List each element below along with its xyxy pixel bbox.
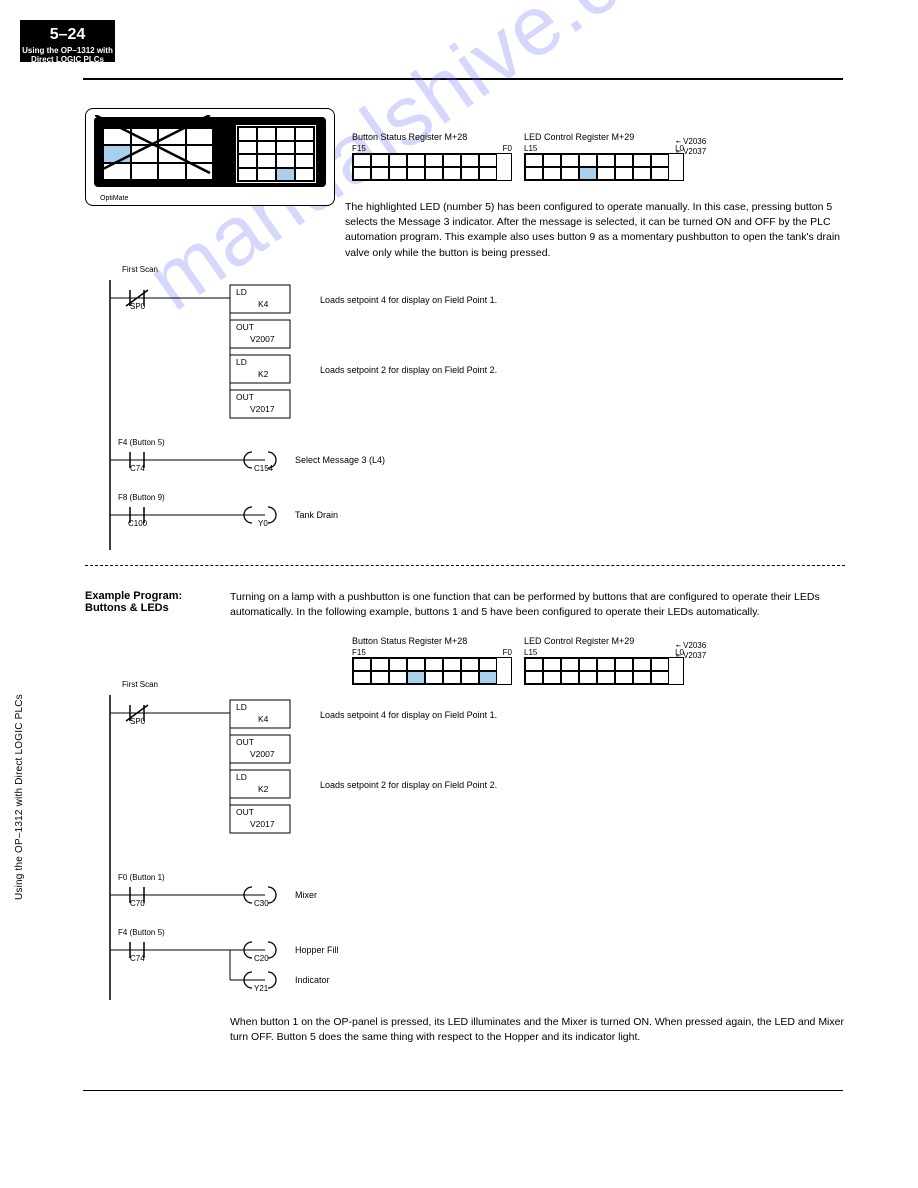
bit2-row-labels: ← V2036 ← V2037 — [676, 137, 706, 156]
bit4-hi: L15 — [524, 648, 537, 657]
l2-r3-lr1: Indicator — [295, 975, 330, 985]
arrow-left-icon: ← — [676, 137, 681, 146]
bit1-lo: F0 — [503, 144, 512, 153]
bottom-horizontal-rule — [83, 1090, 843, 1091]
bit-block-4: LED Control Register M+29 L15L0 — [524, 636, 684, 685]
l1-r3-c: C100 — [128, 519, 147, 528]
l2-box2-addr: K2 — [258, 784, 268, 794]
l2-box1-op: OUT — [236, 737, 254, 747]
l2-r2-lr: Mixer — [295, 890, 317, 900]
l1-r3-lr: Tank Drain — [295, 510, 338, 520]
l1-firstscan: First Scan — [122, 265, 158, 274]
bit-block-4-title: LED Control Register M+29 — [524, 636, 684, 646]
l2-box1-addr: V2007 — [250, 749, 275, 759]
l1-box2-op: LD — [236, 357, 247, 367]
l2-r3-coil0: C20 — [254, 954, 269, 963]
bit-block-1-title: Button Status Register M+28 — [352, 132, 512, 142]
l2-ctop: Loads setpoint 4 for display on Field Po… — [320, 710, 497, 720]
l1-r2-coil: C154 — [254, 464, 273, 473]
bit-block-3-grid — [352, 657, 512, 685]
l2-r3-coil1: Y21 — [254, 984, 268, 993]
page-subtitle: Using the OP–1312 with Direct LOGIC PLCs — [20, 46, 115, 64]
l1-r2-ll: F4 (Button 5) — [118, 438, 165, 447]
l1-r3-coil: Y0 — [258, 519, 268, 528]
l2-cbot: Loads setpoint 2 for display on Field Po… — [320, 780, 497, 790]
section-divider — [85, 565, 845, 566]
l2-box0-op: LD — [236, 702, 247, 712]
l1-r2-c: C74 — [130, 464, 145, 473]
l1-sp: SP0 — [130, 302, 145, 311]
bit-block-1-grid — [352, 153, 512, 181]
bit3-lo: F0 — [503, 648, 512, 657]
l1-ctop: Loads setpoint 4 for display on Field Po… — [320, 295, 497, 305]
bit-block-3-title: Button Status Register M+28 — [352, 636, 512, 646]
bit2-hi: L15 — [524, 144, 537, 153]
bit-block-2-title: LED Control Register M+29 — [524, 132, 684, 142]
bit-block-2: LED Control Register M+29 L15L0 — [524, 132, 684, 181]
sidebar-caption: Using the OP–1312 with Direct LOGIC PLCs — [14, 694, 25, 900]
l2-box2-op: LD — [236, 772, 247, 782]
l1-box0-addr: K4 — [258, 299, 268, 309]
l1-box1-addr: V2007 — [250, 334, 275, 344]
paragraph-1: The highlighted LED (number 5) has been … — [345, 200, 845, 261]
bit1-hi: F15 — [352, 144, 366, 153]
page-number-tab: 5–24 Using the OP–1312 with Direct LOGIC… — [20, 20, 115, 62]
example-heading: Example Program: Buttons & LEDs — [85, 590, 215, 614]
l2-r2-coil: C30 — [254, 899, 269, 908]
l2-firstscan: First Scan — [122, 680, 158, 689]
paragraph-2: When button 1 on the OP-panel is pressed… — [230, 1015, 845, 1045]
l2-box3-op: OUT — [236, 807, 254, 817]
l2-r3-ll: F4 (Button 5) — [118, 928, 165, 937]
intro-paragraph: Turning on a lamp with a pushbutton is o… — [230, 590, 845, 620]
arrow-left-icon: ← — [676, 147, 681, 156]
arrow-left-icon: ← — [676, 641, 681, 650]
bit-block-1: Button Status Register M+28 F15 F0 — [352, 132, 512, 181]
l2-r2-c: C70 — [130, 899, 145, 908]
l2-r3-c: C74 — [130, 954, 145, 963]
l1-box3-addr: V2017 — [250, 404, 275, 414]
device-brand: OptiMate — [100, 195, 128, 202]
l2-sp: SP0 — [130, 717, 145, 726]
bit4-row-labels: ← V2036 ← V2037 — [676, 641, 706, 660]
bit4-row1: V2036 — [683, 641, 706, 650]
l2-box0-addr: K4 — [258, 714, 268, 724]
l1-box1-op: OUT — [236, 322, 254, 332]
l2-box3-addr: V2017 — [250, 819, 275, 829]
l1-r2-lr: Select Message 3 (L4) — [295, 455, 385, 465]
l1-box2-addr: K2 — [258, 369, 268, 379]
ladder-diagram-2 — [100, 695, 330, 1015]
l1-r3-ll: F8 (Button 9) — [118, 493, 165, 502]
page-number: 5–24 — [50, 26, 86, 43]
bit3-hi: F15 — [352, 648, 366, 657]
l1-box0-op: LD — [236, 287, 247, 297]
l1-cbot: Loads setpoint 2 for display on Field Po… — [320, 365, 497, 375]
bit4-row2: V2037 — [683, 651, 706, 660]
keypad-right — [236, 125, 316, 183]
bit2-row2: V2037 — [683, 147, 706, 156]
bit-block-4-grid — [524, 657, 684, 685]
l1-box3-op: OUT — [236, 392, 254, 402]
bit-block-3: Button Status Register M+28 F15 F0 — [352, 636, 512, 685]
bit2-row1: V2036 — [683, 137, 706, 146]
l2-r3-lr0: Hopper Fill — [295, 945, 339, 955]
l2-r2-ll: F0 (Button 1) — [118, 873, 165, 882]
top-horizontal-rule — [83, 78, 843, 80]
bit-block-2-grid — [524, 153, 684, 181]
keypad-strike-icon — [95, 115, 215, 185]
arrow-left-icon: ← — [676, 651, 681, 660]
